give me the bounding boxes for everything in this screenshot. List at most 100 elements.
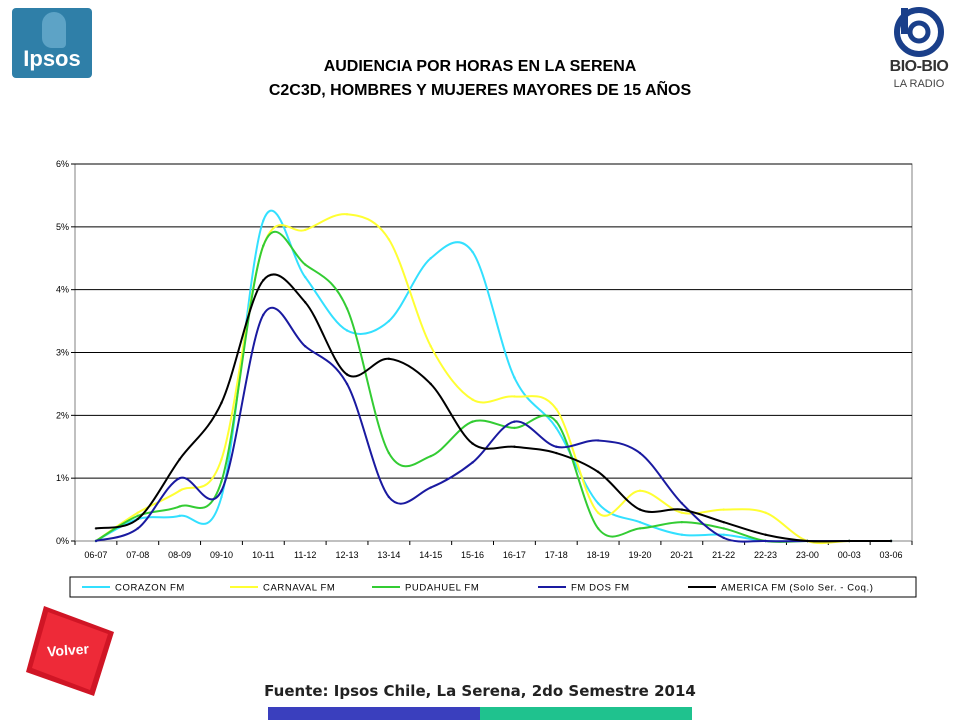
data-point: [596, 511, 600, 514]
data-point: [680, 508, 684, 511]
data-point: [303, 301, 307, 304]
data-point: [387, 238, 391, 241]
line-chart: 0% 1% 2% 3% 4% 5% 6% 06-07 07-08 08-09 09-10 10-11 1…: [56, 159, 917, 598]
volver-button-shape: [26, 606, 114, 696]
data-point: [220, 458, 223, 461]
y-tick-label: 5%: [56, 222, 69, 232]
data-point: [262, 279, 265, 282]
legend-box: [69, 576, 917, 598]
x-tick-label: 06-07: [84, 550, 107, 560]
data-point: [638, 508, 642, 511]
series-line-2: [95, 230, 892, 543]
x-tick-label: 19-20: [628, 550, 651, 560]
x-tick-label: 12-13: [336, 550, 359, 560]
data-point: [429, 257, 432, 260]
data-point: [596, 439, 600, 442]
source-note: Fuente: Ipsos Chile, La Serena, 2do Seme…: [264, 682, 696, 700]
data-point: [387, 495, 391, 499]
data-point: [513, 420, 516, 423]
data-point: [178, 458, 181, 461]
data-point: [680, 533, 684, 536]
data-point: [638, 451, 642, 455]
data-point: [178, 476, 181, 480]
data-point: [596, 527, 600, 530]
data-point: [345, 307, 349, 310]
data-point: [303, 228, 307, 232]
chart-subtitle: C2C3D, HOMBRES Y MUJERES MAYORES DE 15 A…: [268, 82, 692, 99]
data-point: [262, 219, 265, 222]
data-point: [471, 250, 474, 254]
data-point: [513, 426, 516, 430]
data-point: [513, 376, 516, 379]
data-point: [764, 539, 767, 543]
x-tick-label: 18-19: [587, 550, 610, 560]
y-tick-label: 1%: [56, 473, 69, 483]
data-point: [220, 495, 223, 499]
data-point: [722, 533, 725, 536]
data-point: [303, 263, 307, 266]
data-point: [471, 398, 474, 401]
biobio-logo-text: BIO-BIO: [889, 58, 949, 75]
biobio-logo: BIO-BIO LA RADIO: [884, 6, 954, 96]
data-point: [471, 461, 474, 464]
data-point: [429, 454, 432, 458]
data-point: [429, 382, 432, 386]
y-tick-label: 3%: [56, 348, 69, 358]
data-point: [471, 420, 474, 423]
x-tick-label: 07-08: [126, 550, 149, 560]
x-tick-label: 16-17: [503, 550, 526, 560]
data-point: [638, 527, 642, 530]
data-point: [848, 539, 851, 543]
data-point: [345, 329, 349, 332]
data-point: [513, 395, 516, 398]
ipsos-logo-text: Ipsos: [23, 46, 81, 71]
x-tick-label: 11-12: [294, 550, 316, 560]
y-tick-label: 0%: [56, 536, 69, 546]
data-point: [722, 520, 725, 524]
data-point: [387, 451, 391, 455]
data-point: [513, 445, 516, 448]
x-tick-label: 23-00: [796, 550, 819, 560]
data-point: [345, 213, 349, 216]
data-point: [806, 539, 809, 543]
x-tick-label: 15-16: [461, 550, 484, 560]
x-tick-label: 20-21: [670, 550, 693, 560]
data-point: [555, 407, 558, 411]
series-line-3: [95, 306, 892, 543]
data-point: [638, 489, 642, 492]
data-point: [555, 426, 558, 430]
data-point: [680, 511, 684, 514]
volver-button[interactable]: Volver: [24, 602, 116, 698]
biobio-logo-subtext: LA RADIO: [893, 78, 945, 90]
data-point: [303, 345, 307, 348]
biobio-radio-icon: [894, 7, 944, 57]
data-point: [136, 514, 139, 518]
x-tick-label: 17-18: [545, 550, 568, 560]
data-point: [220, 401, 223, 404]
data-point: [722, 536, 725, 540]
data-point: [680, 520, 684, 524]
data-point: [178, 505, 181, 508]
data-point: [471, 442, 474, 445]
data-point: [136, 527, 139, 530]
y-tick-label: 6%: [56, 159, 69, 169]
legend-label-3: FM DOS FM: [571, 583, 630, 594]
data-point: [555, 420, 558, 423]
legend-label-0: CORAZON FM: [115, 583, 185, 594]
data-point: [555, 451, 558, 455]
data-point: [555, 445, 558, 448]
data-point: [638, 520, 642, 524]
data-point: [345, 373, 349, 376]
chart-title: AUDIENCIA POR HORAS EN LA SERENA: [323, 58, 637, 75]
data-point: [764, 533, 767, 536]
data-point: [94, 527, 98, 530]
data-point: [345, 382, 349, 386]
data-point: [262, 313, 265, 316]
data-point: [596, 502, 600, 505]
data-point: [387, 357, 391, 360]
ipsos-head-icon: [42, 12, 66, 48]
data-point: [387, 319, 391, 323]
x-tick-label: 10-11: [252, 550, 274, 560]
data-point: [94, 539, 98, 543]
y-tick-label: 4%: [56, 285, 69, 295]
